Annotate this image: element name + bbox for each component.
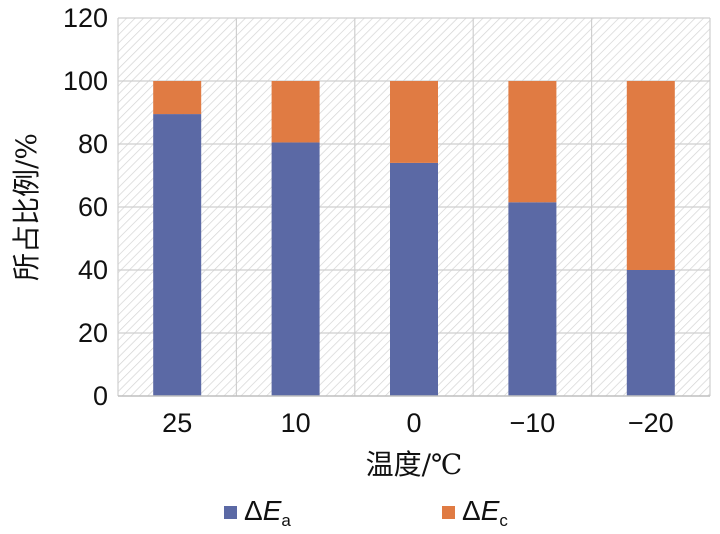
legend-label: ΔEa — [244, 495, 291, 530]
y-tick-label: 120 — [63, 3, 108, 33]
bars — [153, 81, 675, 396]
bar-segment-c — [271, 81, 320, 143]
bar-segment-c — [508, 81, 557, 203]
y-tick-label: 80 — [78, 129, 108, 159]
x-tick-labels: 25 10 0 −10 −20 — [162, 408, 674, 438]
x-tick-label: 10 — [281, 408, 311, 438]
y-tick-label: 0 — [93, 381, 108, 411]
y-tick-label: 60 — [78, 192, 108, 222]
bar-segment-a — [626, 270, 675, 396]
y-tick-label: 20 — [78, 318, 108, 348]
bar-segment-a — [508, 202, 557, 396]
bar-segment-a — [153, 114, 202, 396]
bar-segment-c — [153, 81, 202, 115]
bar-segment-c — [626, 81, 675, 270]
legend-label: ΔEc — [462, 495, 508, 530]
x-tick-label: 0 — [406, 408, 421, 438]
x-tick-label: −10 — [509, 408, 555, 438]
legend-item-c: ΔEc — [442, 495, 508, 530]
bar-segment-a — [390, 162, 438, 396]
x-axis-title: 温度/℃ — [366, 448, 463, 481]
bar-segment-a — [271, 142, 320, 396]
legend-swatch — [442, 506, 455, 519]
y-tick-labels: 0 20 40 60 80 100 120 — [63, 3, 108, 411]
legend: ΔEa ΔEc — [224, 495, 508, 530]
legend-item-a: ΔEa — [224, 495, 291, 530]
x-tick-label: 25 — [162, 408, 192, 438]
x-tick-label: −20 — [628, 408, 674, 438]
y-tick-label: 40 — [78, 255, 108, 285]
y-axis-title: 所占比例/% — [10, 133, 43, 281]
legend-swatch — [224, 506, 237, 519]
bar-segment-c — [390, 81, 438, 163]
y-tick-label: 100 — [63, 66, 108, 96]
